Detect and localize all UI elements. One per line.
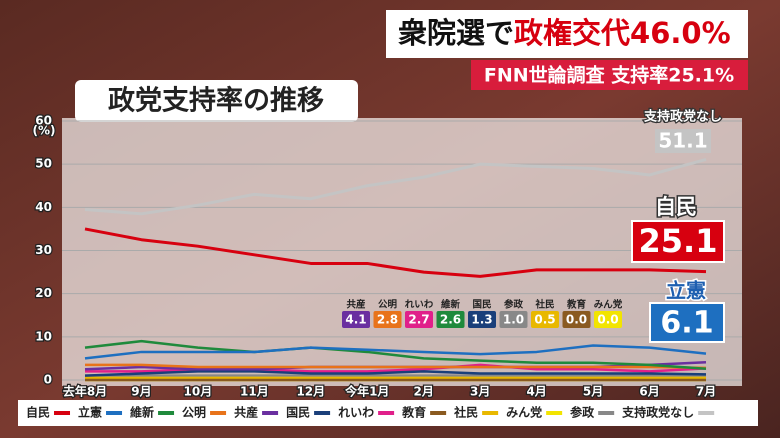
x-tick-label: 去年8月 <box>63 384 107 399</box>
value-label-box <box>373 311 402 328</box>
value-label-box <box>436 311 465 328</box>
value-label-box <box>562 311 591 328</box>
legend-label: れいわ <box>338 406 374 420</box>
series-line <box>84 339 707 371</box>
value-label: 1.0 <box>503 313 524 327</box>
legend-label: 立憲 <box>78 405 102 420</box>
x-tick-label: 9月 <box>131 385 151 399</box>
series-name: 教育 <box>566 299 587 311</box>
subheadline: FNN世論調査 支持率25.1% <box>484 64 734 87</box>
value-label: 0.0 <box>597 313 618 327</box>
value-label: 4.1 <box>345 313 366 327</box>
value-label: 25.1 <box>639 222 718 260</box>
series-line <box>84 344 707 360</box>
plot-panel <box>62 118 742 386</box>
series-name: 維新 <box>441 299 461 311</box>
value-label-box <box>649 302 725 343</box>
legend-label: 維新 <box>130 405 154 420</box>
series-name: 立憲 <box>666 279 706 303</box>
x-tick-label: 7月 <box>696 385 716 399</box>
x-tick-label: 11月 <box>240 385 269 399</box>
value-label: 1.3 <box>471 313 492 327</box>
series-line <box>84 157 707 216</box>
series-line <box>85 363 707 370</box>
value-label-box <box>499 311 528 328</box>
y-tick-label: 20 <box>35 286 52 300</box>
series-name: 公明 <box>378 300 398 311</box>
legend-label: 参政 <box>570 405 595 420</box>
y-tick-label: 60 <box>35 114 52 128</box>
series-name: 支持政党なし <box>643 109 722 125</box>
series-name: みん党 <box>594 299 623 311</box>
series-name: 国民 <box>472 300 491 311</box>
y-tick-label: 0 <box>44 373 52 387</box>
x-tick-label: 12月 <box>296 385 325 399</box>
value-label: 6.1 <box>660 306 713 341</box>
legend-label: 共産 <box>234 405 258 420</box>
value-label-box <box>594 311 622 328</box>
value-label: 0.0 <box>566 313 587 327</box>
y-tick-label: 30 <box>35 243 52 257</box>
series-name: 共産 <box>346 299 366 311</box>
legend-label: 公明 <box>182 406 206 420</box>
series-line <box>84 227 707 278</box>
headline-part: 政権交代46.0% <box>514 16 731 50</box>
value-label-box <box>342 311 370 328</box>
series-name: 参政 <box>503 299 524 311</box>
x-tick-label: 5月 <box>583 385 603 399</box>
legend-label: 支持政党なし <box>621 405 694 420</box>
series-name: 社民 <box>534 299 554 311</box>
value-label: 2.7 <box>408 313 429 327</box>
x-tick-label: 6月 <box>639 385 659 399</box>
chart-title: 政党支持率の推移 <box>108 85 324 117</box>
value-label-box <box>631 220 725 263</box>
legend-label: 自民 <box>26 405 50 420</box>
subheadline-box <box>471 60 748 90</box>
headline-box <box>386 10 748 58</box>
value-label-box <box>655 129 711 153</box>
value-label-box <box>531 311 559 328</box>
value-label: 0.5 <box>534 313 555 327</box>
title-box <box>75 80 358 122</box>
series-line <box>84 370 707 377</box>
headline-part: 衆院選で <box>398 16 514 50</box>
value-label: 2.8 <box>377 313 398 327</box>
x-tick-label: 2月 <box>414 385 434 399</box>
legend-label: 国民 <box>286 406 310 420</box>
x-tick-label: 3月 <box>470 385 490 399</box>
y-tick-label: 40 <box>35 200 52 214</box>
legend-label: 教育 <box>401 405 426 420</box>
x-tick-label: 10月 <box>184 385 213 399</box>
x-tick-label: 今年1月 <box>344 384 389 399</box>
value-label: 2.6 <box>440 313 461 327</box>
legend-label: みん党 <box>506 405 542 420</box>
value-label-box <box>405 311 433 328</box>
series-name: れいわ <box>405 300 434 311</box>
value-label: 51.1 <box>658 129 707 153</box>
legend-label: 社民 <box>453 405 478 420</box>
value-label-box <box>468 311 496 328</box>
y-tick-label: 50 <box>35 157 52 171</box>
y-unit: (%) <box>33 124 56 138</box>
headline: 衆院選で政権交代46.0% <box>398 16 731 50</box>
series-name: 自民 <box>655 195 697 219</box>
x-tick-label: 4月 <box>526 385 546 399</box>
y-tick-label: 10 <box>35 329 52 343</box>
